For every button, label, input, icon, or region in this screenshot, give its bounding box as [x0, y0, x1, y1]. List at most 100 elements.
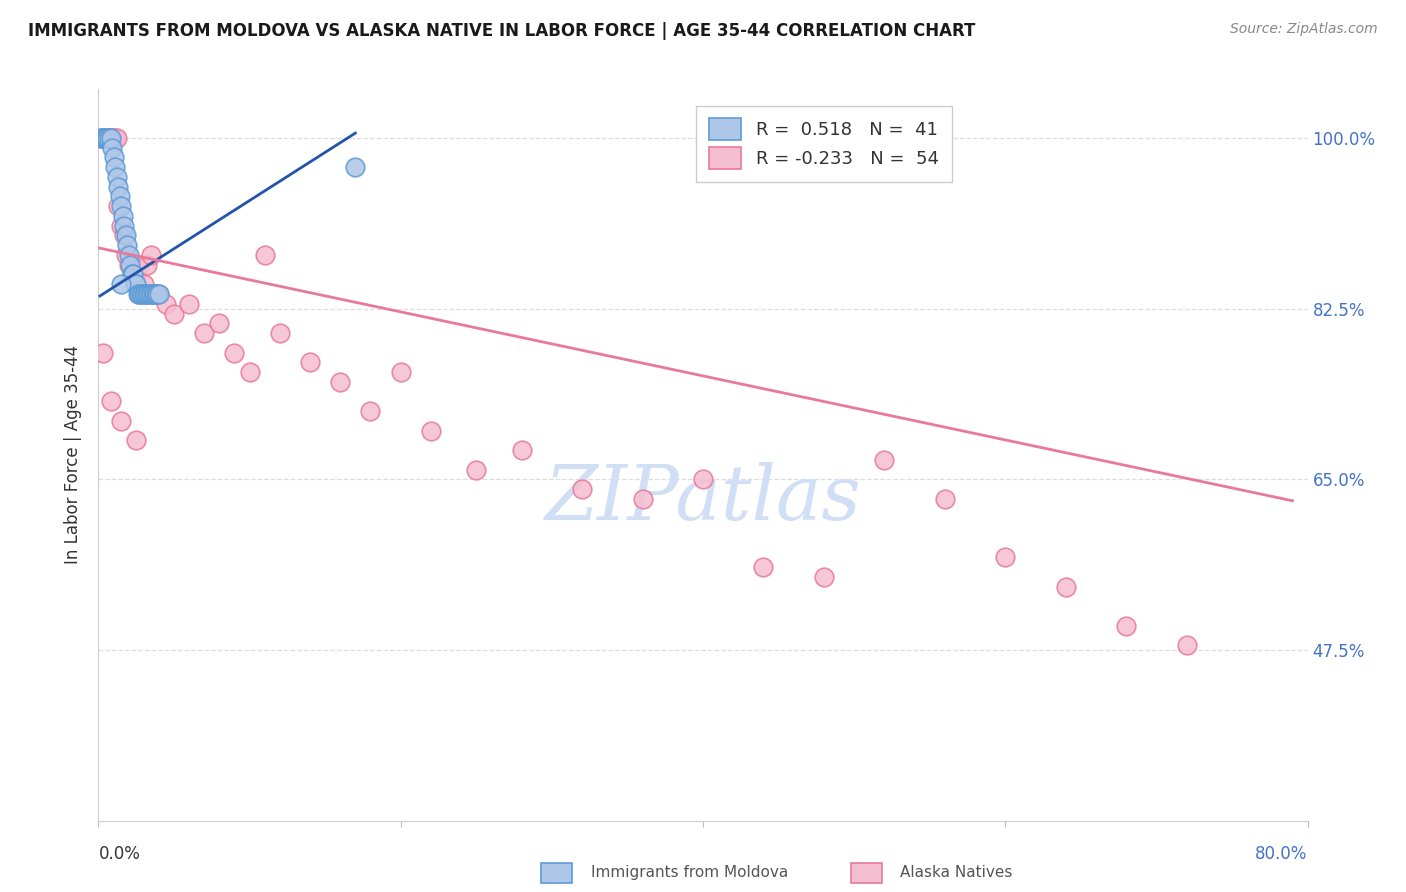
Point — [107, 179, 129, 194]
Point — [139, 287, 162, 301]
Point — [1175, 638, 1198, 652]
Point — [934, 491, 956, 506]
Legend: R =  0.518   N =  41, R = -0.233   N =  54: R = 0.518 N = 41, R = -0.233 N = 54 — [696, 105, 952, 182]
Point — [112, 228, 135, 243]
Point — [136, 287, 159, 301]
Point — [110, 414, 132, 428]
Point — [112, 219, 135, 233]
Point — [91, 131, 114, 145]
Point — [118, 258, 141, 272]
Point — [125, 268, 148, 282]
Point — [127, 287, 149, 301]
Point — [146, 287, 169, 301]
Point — [94, 131, 117, 145]
Point — [114, 248, 136, 262]
Point — [100, 131, 122, 145]
Point — [91, 345, 114, 359]
Text: 80.0%: 80.0% — [1256, 845, 1308, 863]
Point — [111, 209, 134, 223]
Point — [96, 131, 118, 145]
Point — [122, 268, 145, 282]
Point — [141, 287, 163, 301]
Text: IMMIGRANTS FROM MOLDOVA VS ALASKA NATIVE IN LABOR FORCE | AGE 35-44 CORRELATION : IMMIGRANTS FROM MOLDOVA VS ALASKA NATIVE… — [28, 22, 976, 40]
Point — [1115, 618, 1137, 632]
Point — [131, 287, 153, 301]
Point — [94, 131, 117, 145]
Point — [1054, 580, 1077, 594]
Point — [110, 277, 132, 292]
Point — [125, 434, 148, 448]
Point — [132, 277, 155, 292]
Point — [148, 287, 170, 301]
Point — [141, 248, 163, 262]
Point — [128, 258, 150, 272]
Point — [994, 550, 1017, 565]
Point — [90, 131, 112, 145]
Point — [752, 560, 775, 574]
Point — [135, 258, 157, 272]
Point — [692, 472, 714, 486]
Point — [100, 394, 122, 409]
Point — [90, 131, 112, 145]
Point — [98, 131, 121, 145]
Point — [360, 404, 382, 418]
Point — [208, 316, 231, 330]
Point — [115, 238, 138, 252]
Point — [101, 141, 124, 155]
Point — [105, 131, 128, 145]
Text: ZIPatlas: ZIPatlas — [544, 462, 862, 536]
Point — [104, 160, 127, 174]
Point — [108, 189, 131, 203]
Point — [299, 355, 322, 369]
Point — [125, 277, 148, 292]
Point — [813, 570, 835, 584]
Point — [145, 287, 167, 301]
Point — [420, 424, 443, 438]
Text: Immigrants from Moldova: Immigrants from Moldova — [591, 865, 787, 880]
Point — [103, 131, 125, 145]
Point — [239, 365, 262, 379]
Point — [100, 131, 122, 145]
Point — [110, 199, 132, 213]
Point — [148, 287, 170, 301]
Point — [96, 131, 118, 145]
Point — [93, 131, 115, 145]
Point — [155, 297, 177, 311]
Point — [121, 268, 143, 282]
Point — [510, 443, 533, 458]
Point — [121, 268, 143, 282]
Point — [389, 365, 412, 379]
Point — [129, 287, 152, 301]
Y-axis label: In Labor Force | Age 35-44: In Labor Force | Age 35-44 — [65, 345, 83, 565]
Point — [143, 287, 166, 301]
Point — [132, 287, 155, 301]
Point — [105, 169, 128, 184]
Text: Alaska Natives: Alaska Natives — [900, 865, 1012, 880]
Point — [253, 248, 276, 262]
Point — [103, 151, 125, 165]
Point — [98, 131, 121, 145]
Point — [110, 219, 132, 233]
Point — [135, 287, 157, 301]
Point — [118, 248, 141, 262]
Point — [465, 462, 488, 476]
Point — [269, 326, 291, 340]
Point — [128, 287, 150, 301]
Point — [224, 345, 246, 359]
Point — [134, 287, 156, 301]
Point — [142, 287, 165, 301]
Point — [179, 297, 201, 311]
Point — [124, 277, 146, 292]
Text: 0.0%: 0.0% — [98, 845, 141, 863]
Point — [873, 452, 896, 467]
Text: Source: ZipAtlas.com: Source: ZipAtlas.com — [1230, 22, 1378, 37]
Point — [329, 375, 352, 389]
Point — [193, 326, 215, 340]
Point — [344, 160, 367, 174]
Point — [91, 131, 114, 145]
Point — [101, 131, 124, 145]
Point — [145, 287, 167, 301]
Point — [120, 258, 142, 272]
Point — [114, 228, 136, 243]
Point — [631, 491, 654, 506]
